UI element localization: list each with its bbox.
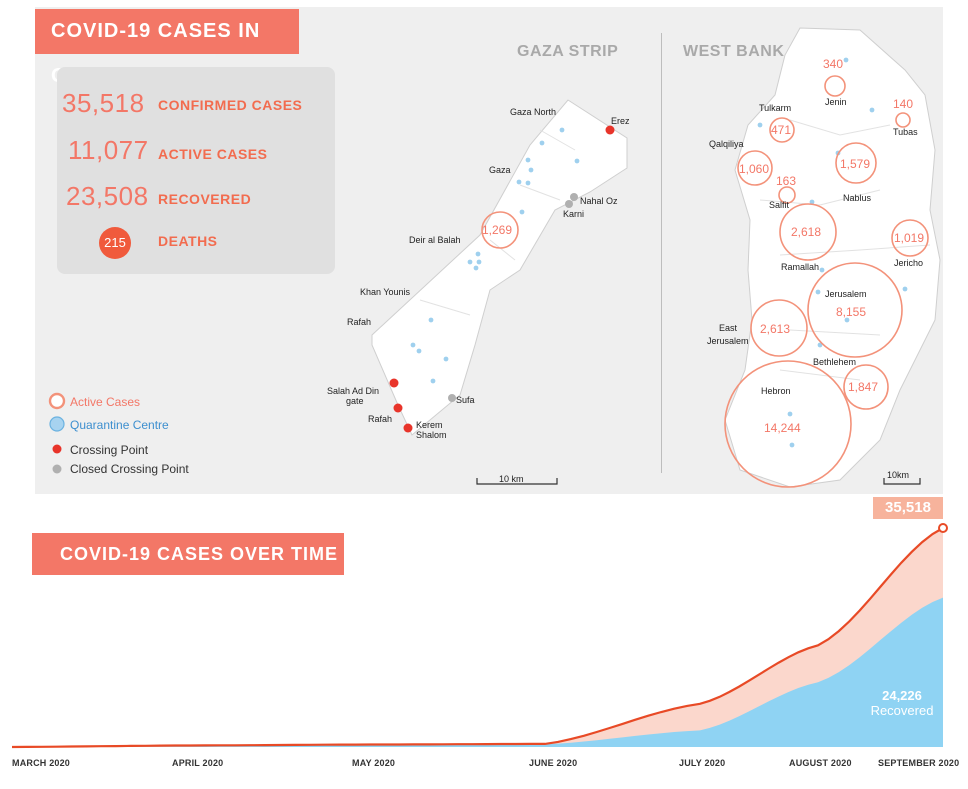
place-salah-ad-din: Salah Ad Din bbox=[327, 386, 380, 396]
legend-active: Active Cases bbox=[70, 395, 141, 409]
place-karni: Karni bbox=[563, 209, 585, 219]
x-tick-april: APRIL 2020 bbox=[172, 758, 224, 768]
place-east-jerusalem: Jerusalem bbox=[707, 336, 749, 346]
cases-nablus: 1,579 bbox=[840, 157, 871, 171]
cases-east-jerusalem: 2,613 bbox=[760, 322, 791, 336]
timeline-title: COVID-19 CASES OVER TIME bbox=[32, 533, 344, 575]
active-label: ACTIVE CASES bbox=[158, 146, 268, 162]
x-tick-july: JULY 2020 bbox=[679, 758, 726, 768]
active-circle-jenin bbox=[824, 75, 846, 97]
place-rafah: Rafah bbox=[347, 317, 372, 327]
final-recovered-label: Recovered bbox=[870, 703, 934, 718]
gaza-scale-bar bbox=[476, 478, 558, 485]
x-tick-march: MARCH 2020 bbox=[12, 758, 71, 768]
westbank-region-title: WEST BANK bbox=[683, 43, 785, 60]
cases-qalqiliya: 1,060 bbox=[739, 162, 770, 176]
place-tubas: Tubas bbox=[893, 127, 918, 137]
confirmed-label: CONFIRMED CASES bbox=[158, 97, 303, 113]
gaza-quarantine-dots bbox=[410, 127, 580, 384]
place-gaza-north: Gaza North bbox=[510, 107, 557, 117]
confirmed-value: 35,518 bbox=[62, 88, 145, 118]
active-circle-east-jerusalem bbox=[750, 299, 808, 357]
place-kerem: Kerem bbox=[416, 420, 443, 430]
x-tick-may: MAY 2020 bbox=[352, 758, 396, 768]
place-shalom: Shalom bbox=[416, 430, 447, 440]
final-confirmed-badge: 35,518 bbox=[873, 497, 943, 519]
legend-quarantine: Quarantine Centre bbox=[70, 418, 169, 432]
recovered-label: RECOVERED bbox=[158, 191, 252, 207]
cases-salfit: 163 bbox=[776, 174, 797, 188]
active-circle-qalqiliya bbox=[737, 150, 773, 186]
cases-jericho: 1,019 bbox=[894, 231, 925, 245]
deaths-label: DEATHS bbox=[158, 233, 218, 249]
cases-hebron: 14,244 bbox=[764, 421, 801, 435]
x-tick-september: SEPTEMBER 2020 bbox=[878, 758, 960, 768]
gaza-strip-shape bbox=[371, 99, 628, 436]
crossing-points bbox=[389, 125, 615, 433]
westbank-quarantine-dots bbox=[757, 57, 908, 448]
place-nahal-oz: Nahal Oz bbox=[580, 196, 618, 206]
active-value: 11,077 bbox=[68, 135, 149, 165]
place-gate: gate bbox=[346, 396, 364, 406]
end-marker bbox=[938, 523, 948, 533]
active-circle-ramallah bbox=[779, 203, 837, 261]
active-circle-tulkarm bbox=[769, 117, 795, 143]
active-circle-jericho bbox=[891, 219, 929, 257]
area-recovered bbox=[12, 597, 943, 747]
recovered-value: 23,508 bbox=[66, 181, 149, 211]
place-erez: Erez bbox=[611, 116, 630, 126]
active-circle-salfit bbox=[778, 186, 796, 204]
active-circle-nablus bbox=[835, 142, 877, 184]
gaza-scale-label: 10 km bbox=[499, 474, 524, 484]
final-recovered-value: 24,226 bbox=[882, 688, 922, 703]
westbank-shape bbox=[724, 27, 941, 488]
place-nablus: Nablus bbox=[843, 193, 872, 203]
place-ramallah: Ramallah bbox=[781, 262, 820, 272]
line-confirmed bbox=[11, 527, 944, 749]
westbank-scale-bar bbox=[883, 478, 921, 485]
westbank-scale-label: 10km bbox=[887, 470, 910, 480]
place-deir-al-balah: Deir al Balah bbox=[409, 235, 461, 245]
place-bethlehem: Bethlehem bbox=[813, 357, 857, 367]
place-rafah-crossing: Rafah bbox=[368, 414, 393, 424]
cases-jerusalem: 8,155 bbox=[836, 305, 867, 319]
active-circle-tubas bbox=[895, 112, 911, 128]
region-divider bbox=[661, 33, 662, 473]
place-sufa: Sufa bbox=[456, 395, 475, 405]
legend-crossing: Crossing Point bbox=[70, 443, 149, 457]
cases-tulkarm: 471 bbox=[771, 123, 792, 137]
map-graphic bbox=[48, 27, 941, 488]
cases-jenin: 340 bbox=[823, 57, 844, 71]
closed-crossing-points bbox=[448, 193, 578, 402]
cases-tubas: 140 bbox=[893, 97, 914, 111]
cases-ramallah: 2,618 bbox=[791, 225, 822, 239]
place-jerusalem: Jerusalem bbox=[825, 289, 867, 299]
place-jericho: Jericho bbox=[894, 258, 924, 268]
legend-closed: Closed Crossing Point bbox=[70, 462, 189, 476]
active-circle-hebron bbox=[724, 360, 852, 488]
place-hebron: Hebron bbox=[761, 386, 791, 396]
place-salfit: Salfit bbox=[769, 200, 790, 210]
map-title: COVID-19 CASES IN OPT bbox=[35, 9, 299, 87]
place-gaza: Gaza bbox=[489, 165, 511, 175]
place-east: East bbox=[719, 323, 738, 333]
place-khan-younis: Khan Younis bbox=[360, 287, 411, 297]
x-tick-june: JUNE 2020 bbox=[529, 758, 578, 768]
cases-bethlehem: 1,847 bbox=[848, 380, 879, 394]
active-circle-bethlehem bbox=[843, 364, 889, 410]
active-circle-deir-al-balah bbox=[481, 211, 519, 249]
cases-deir-al-balah: 1,269 bbox=[482, 223, 513, 237]
place-tulkarm: Tulkarm bbox=[759, 103, 792, 113]
place-jenin: Jenin bbox=[825, 97, 847, 107]
place-qalqiliya: Qalqiliya bbox=[709, 139, 744, 149]
active-circle-jerusalem bbox=[807, 262, 903, 358]
x-tick-august: AUGUST 2020 bbox=[789, 758, 852, 768]
gaza-region-title: GAZA STRIP bbox=[517, 43, 619, 60]
deaths-badge: 215 bbox=[99, 227, 131, 259]
